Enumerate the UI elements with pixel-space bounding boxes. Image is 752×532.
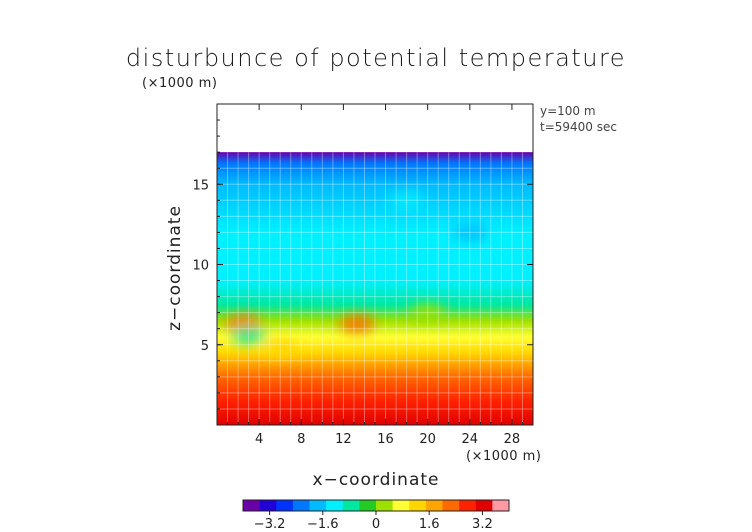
field-feature (230, 326, 267, 345)
x-tick-label: 24 (462, 432, 479, 447)
field-feature (293, 255, 330, 274)
colorbar-swatch (259, 500, 277, 511)
colorbar-swatch (442, 500, 460, 511)
x-tick-label: 8 (297, 432, 305, 447)
y-tick-label: 15 (192, 178, 209, 193)
y-axis-unit: (×1000 m) (142, 76, 218, 91)
colorbar-swatch (492, 500, 510, 511)
colorbar-swatch (425, 500, 443, 511)
chart-title: disturbunce of potential temperature (125, 44, 627, 72)
field-base (217, 152, 533, 425)
field-feature (451, 223, 488, 242)
colorbar-swatch (276, 500, 294, 511)
colorbar-swatch (342, 500, 360, 511)
field-feature (388, 191, 425, 210)
x-tick-label: 20 (419, 432, 436, 447)
x-axis-label: x−coordinate (312, 470, 440, 490)
colorbar-swatch (326, 500, 344, 511)
colorbar-tick-label: −3.2 (254, 517, 286, 532)
field-feature (262, 338, 299, 357)
colorbar-tick-label: 0 (372, 517, 380, 532)
colorbar-swatch (392, 500, 410, 511)
x-axis-unit: (×1000 m) (466, 449, 542, 464)
field-features (225, 191, 488, 357)
colorbar-swatch (243, 500, 261, 511)
x-tick-label: 4 (255, 432, 263, 447)
colorbar-swatch (309, 500, 327, 511)
field-feature (409, 303, 446, 322)
colorbar-swatch (376, 500, 394, 511)
annotation-y-position: y=100 m (540, 104, 596, 118)
annotation-time: t=59400 sec (540, 120, 617, 134)
x-tick-label: 16 (377, 432, 394, 447)
field-feature (339, 314, 376, 333)
colorbar-tick-label: 3.2 (472, 517, 493, 532)
colorbar-tick-label: −1.6 (307, 517, 339, 532)
grid (217, 152, 533, 425)
colorbar-swatch (409, 500, 427, 511)
y-tick-label: 10 (192, 259, 209, 274)
x-tick-label: 12 (335, 432, 352, 447)
colorbar-swatch (292, 500, 310, 511)
y-tick-label: 5 (201, 339, 209, 354)
colorbar: −3.2 −1.6 0 1.6 3.2 (242, 499, 510, 532)
colorbar-swatch (359, 500, 377, 511)
colorbar-swatch (459, 500, 477, 511)
colorbar-tick-label: 1.6 (419, 517, 440, 532)
colorbar-swatch (475, 500, 493, 511)
x-tick-label: 28 (504, 432, 521, 447)
plot-area: 4 8 12 16 20 24 28 5 10 15 (192, 103, 534, 447)
